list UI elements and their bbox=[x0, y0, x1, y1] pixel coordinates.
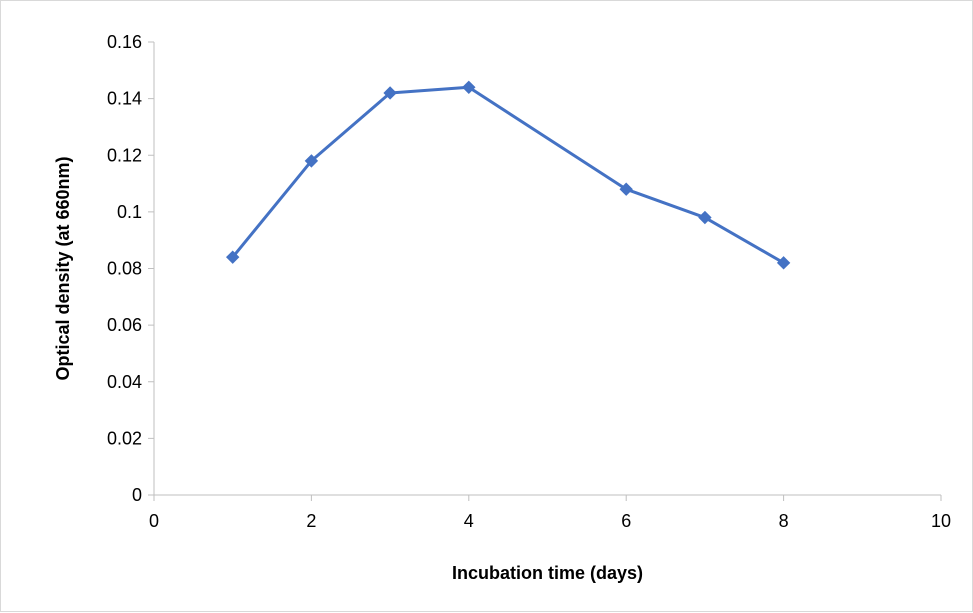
y-tick-label: 0.06 bbox=[107, 315, 142, 335]
tick-labels: 0 0.02 0.04 0.06 0.08 0.1 0.12 0.14 0.16 0 2 4 6 8 10 bbox=[107, 32, 951, 531]
x-axis-title: Incubation time (days) bbox=[452, 563, 643, 583]
data-point-marker bbox=[776, 256, 791, 270]
y-tick-label: 0.04 bbox=[107, 372, 142, 392]
axes bbox=[153, 42, 941, 496]
y-tick-label: 0.08 bbox=[107, 259, 142, 279]
y-tick-label: 0.16 bbox=[107, 32, 142, 52]
y-tick-label: 0.02 bbox=[107, 428, 142, 448]
x-tick-label: 4 bbox=[464, 511, 474, 531]
series-line bbox=[231, 85, 785, 265]
y-tick-label: 0.12 bbox=[107, 145, 142, 165]
data-point-marker bbox=[225, 250, 240, 264]
data-point-marker bbox=[383, 86, 397, 100]
x-tick-label: 2 bbox=[306, 511, 316, 531]
y-axis-title: Optical density (at 660nm) bbox=[53, 156, 73, 380]
tick-marks bbox=[148, 41, 942, 501]
data-point-marker bbox=[619, 182, 633, 196]
y-tick-label: 0.1 bbox=[117, 202, 142, 222]
data-point-marker bbox=[304, 154, 319, 168]
x-tick-label: 10 bbox=[931, 511, 951, 531]
y-tick-label: 0 bbox=[132, 485, 142, 505]
x-tick-label: 8 bbox=[779, 511, 789, 531]
x-tick-label: 6 bbox=[621, 511, 631, 531]
data-point-marker bbox=[462, 80, 476, 95]
x-tick-label: 0 bbox=[149, 511, 159, 531]
series-layer bbox=[225, 80, 791, 270]
y-tick-label: 0.14 bbox=[107, 89, 142, 109]
data-point-marker bbox=[698, 210, 712, 225]
